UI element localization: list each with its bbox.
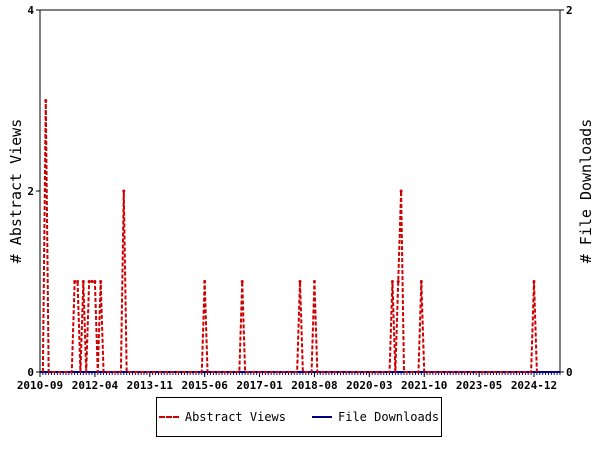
data-point-abstract-views [203,280,207,283]
data-point-abstract-views [99,280,103,283]
data-point-abstract-views [87,280,91,283]
series-line-abstract-views [41,99,538,373]
data-point-abstract-views [240,280,244,283]
legend-label-file-downloads: File Downloads [338,410,440,424]
y-right-tick-label: 0 [566,366,573,379]
y-left-tick-label: 2 [27,185,34,198]
legend: Abstract Views File Downloads [156,397,442,437]
y-left-tick-label: 0 [27,366,34,379]
data-point-abstract-views [73,280,77,283]
x-tick-label: 2013-11 [127,379,174,392]
data-point-abstract-views [93,280,97,283]
x-tick-label: 2023-05 [456,379,502,392]
data-point-abstract-views [312,280,316,283]
data-point-abstract-views [81,280,85,283]
data-point-abstract-views [399,189,403,193]
y-left-tick-label: 4 [27,4,34,17]
data-point-abstract-views [532,280,536,283]
data-point-abstract-views [44,99,48,102]
plot-frame [39,9,561,373]
y-axis-right-title: # File Downloads [577,119,595,264]
legend-swatch-abstract-views [158,416,179,418]
legend-label-abstract-views: Abstract Views [184,410,286,424]
x-tick-label: 2024-12 [511,379,557,392]
data-point-abstract-views [419,280,423,283]
data-point-abstract-views [390,280,394,283]
data-point-abstract-views [122,189,126,193]
x-tick-label: 2020-03 [346,379,392,392]
y-right-tick-label: 2 [566,4,573,17]
x-tick-label: 2017-01 [236,379,283,392]
data-point-abstract-views [396,280,400,283]
x-tick-label: 2010-09 [17,379,63,392]
x-tick-label: 2021-10 [401,379,447,392]
data-point-abstract-views [76,280,80,283]
x-tick-label: 2018-08 [291,379,337,392]
data-point-abstract-views [90,280,94,283]
x-tick-label: 2012-04 [72,379,119,392]
legend-swatch-file-downloads [312,416,332,418]
x-tick-label: 2015-06 [181,379,228,392]
data-point-abstract-views [298,280,302,283]
y-axis-left-title: # Abstract Views [7,119,25,264]
legend-item-file-downloads: File Downloads [312,410,439,424]
legend-item-abstract-views: Abstract Views [158,410,286,424]
